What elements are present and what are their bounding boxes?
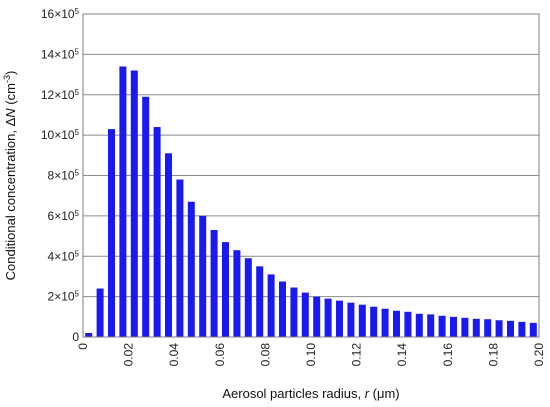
bar <box>267 274 275 337</box>
plot-frame <box>82 13 540 338</box>
bar <box>324 298 332 337</box>
bar <box>415 313 423 337</box>
bar <box>119 66 127 338</box>
x-tick-label: 0.18 <box>486 343 500 367</box>
x-tick-label: 0.12 <box>350 343 364 367</box>
bar <box>358 304 366 337</box>
bar <box>279 281 286 337</box>
bar <box>85 332 93 337</box>
x-tick-label: 0.06 <box>213 343 227 367</box>
y-tick-label: 8×105 <box>48 168 80 183</box>
x-tick-label: 0.02 <box>122 343 136 367</box>
bar <box>108 129 115 337</box>
y-tick-label: 6×105 <box>48 208 80 223</box>
bar <box>472 318 480 337</box>
x-tick-label: 0.04 <box>167 343 181 367</box>
y-tick-label: 14×105 <box>41 47 80 62</box>
bar <box>290 287 298 337</box>
bar <box>381 308 389 337</box>
bar <box>222 242 229 337</box>
bar <box>187 201 195 337</box>
y-tick-label: 12×105 <box>41 87 80 102</box>
bars <box>85 66 537 338</box>
y-tick-label: 2×105 <box>48 289 80 304</box>
x-tick-labels: 0 0.02 0.04 0.06 0.08 0.10 0.12 0.14 0.16 0.18 0.2… <box>76 343 546 367</box>
bar <box>244 258 252 337</box>
y-tick-label: 16×105 <box>41 7 80 22</box>
bar <box>518 321 526 337</box>
bar <box>450 316 457 337</box>
bar <box>130 70 138 337</box>
bar <box>301 292 309 337</box>
bar <box>256 266 264 337</box>
y-tick-label: 0 <box>72 330 79 344</box>
x-axis-title: Aerosol particles radius, r (μm) <box>222 386 399 401</box>
bar <box>529 322 537 337</box>
bar <box>438 315 446 337</box>
x-tick-label: 0.08 <box>258 343 272 367</box>
bar <box>313 296 321 338</box>
y-tick-label: 4×105 <box>48 249 80 264</box>
x-tick-label: 0.14 <box>395 343 409 367</box>
bar <box>96 288 104 337</box>
bar <box>142 96 150 338</box>
x-tick-label: 0 <box>76 343 90 350</box>
bar <box>404 311 412 337</box>
bar <box>495 320 503 337</box>
bar <box>461 317 469 337</box>
bar <box>427 314 435 337</box>
x-tick-label: 0.20 <box>532 343 546 367</box>
bar <box>199 215 207 338</box>
bar <box>484 319 492 337</box>
bar <box>233 250 241 337</box>
y-tick-label: 10×105 <box>41 128 80 143</box>
bar <box>507 320 514 337</box>
bar <box>153 127 161 337</box>
gridlines <box>83 53 539 298</box>
bar <box>165 153 172 337</box>
bar <box>393 310 400 337</box>
x-tick-label: 0.10 <box>304 343 318 367</box>
y-tick-labels: 0 2×105 4×105 6×105 8×105 10×105 12×105 14×105 1… <box>41 7 80 345</box>
bar <box>347 302 355 337</box>
bar <box>176 179 184 337</box>
bar <box>210 230 218 337</box>
y-axis-title: Conditional concentration, ΔN (cm-3) <box>2 71 18 281</box>
x-tick-label: 0.16 <box>441 343 455 367</box>
bar <box>370 306 378 337</box>
bar <box>336 300 343 337</box>
